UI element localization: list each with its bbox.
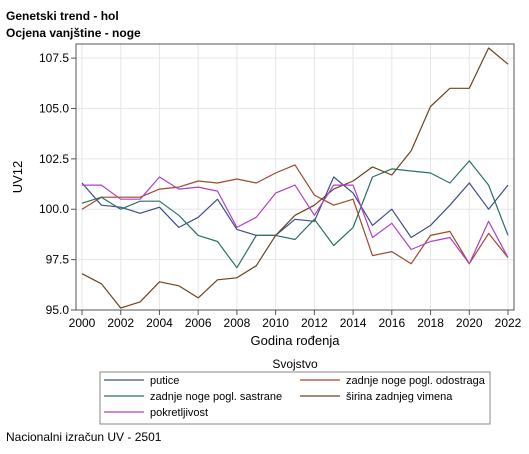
y-tick-label: 95.0 — [46, 303, 70, 317]
legend-label: putice — [150, 375, 179, 387]
legend-items: putice zadnje noge pogl. odostraga zadnje … — [104, 375, 486, 419]
x-axis-label: Godina rođenja — [251, 333, 341, 348]
x-tick-label: 2020 — [456, 316, 483, 330]
x-axis-ticks: 2000 2002 2004 2006 2008 2010 2012 2014 2016 2018… — [69, 310, 522, 330]
legend: Svojstvo putice zadnje noge pogl. odostra… — [99, 357, 491, 425]
legend-box — [99, 371, 491, 425]
y-tick-label: 102.5 — [39, 152, 69, 166]
series-line — [81, 164, 509, 265]
legend-label: pokretljivost — [150, 407, 208, 419]
series-lines — [81, 47, 509, 309]
x-tick-label: 2018 — [417, 316, 444, 330]
footer-note: Nacionalni izračun UV - 2501 — [6, 430, 162, 444]
series-line — [81, 47, 509, 309]
x-tick-label: 2010 — [262, 316, 289, 330]
legend-label: zadnje noge pogl. sastrane — [150, 391, 282, 403]
series-line — [81, 160, 509, 269]
y-tick-label: 100.0 — [39, 202, 69, 216]
series-line — [81, 176, 509, 239]
y-axis-label: UV12 — [10, 161, 25, 194]
chart-title: Genetski trend - hol — [6, 9, 119, 23]
x-tick-label: 2014 — [340, 316, 367, 330]
x-tick-label: 2008 — [224, 316, 251, 330]
x-tick-label: 2002 — [107, 316, 134, 330]
plot-frame — [75, 43, 515, 311]
x-tick-label: 2004 — [146, 316, 173, 330]
x-tick-label: 2022 — [495, 316, 522, 330]
series-line — [82, 176, 509, 265]
y-tick-label: 107.5 — [39, 51, 69, 65]
x-tick-label: 2012 — [301, 316, 328, 330]
x-tick-label: 2000 — [69, 316, 96, 330]
y-tick-label: 97.5 — [46, 253, 70, 267]
grid-lines — [76, 44, 514, 311]
y-tick-label: 105.0 — [39, 101, 69, 115]
y-axis-ticks: 95.0 97.5 100.0 102.5 105.0 107.5 — [39, 51, 76, 317]
legend-label: zadnje noge pogl. odostraga — [346, 375, 486, 387]
chart-subtitle: Ocjena vanjštine - noge — [6, 26, 141, 40]
x-tick-label: 2016 — [378, 316, 405, 330]
legend-label: širina zadnjeg vimena — [346, 391, 453, 403]
x-tick-label: 2006 — [185, 316, 212, 330]
legend-title: Svojstvo — [272, 357, 318, 371]
